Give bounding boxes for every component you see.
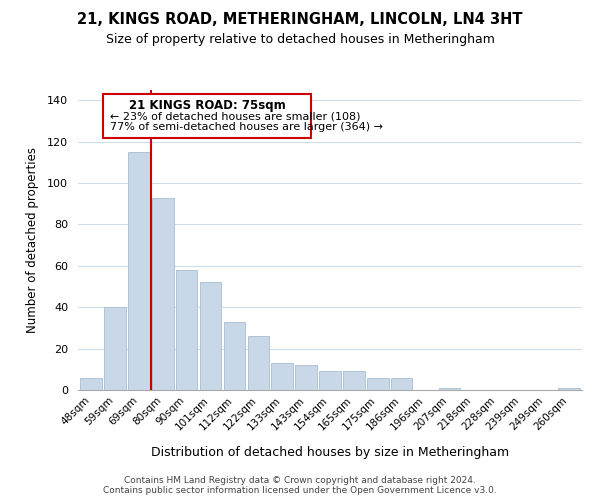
Bar <box>224 322 245 390</box>
Bar <box>128 152 149 390</box>
Bar <box>295 365 317 390</box>
Bar <box>80 378 102 390</box>
Bar <box>367 378 389 390</box>
Bar <box>558 388 580 390</box>
FancyBboxPatch shape <box>103 94 311 138</box>
Text: 21 KINGS ROAD: 75sqm: 21 KINGS ROAD: 75sqm <box>128 100 286 112</box>
Text: Size of property relative to detached houses in Metheringham: Size of property relative to detached ho… <box>106 32 494 46</box>
Text: ← 23% of detached houses are smaller (108): ← 23% of detached houses are smaller (10… <box>110 112 361 122</box>
Bar <box>104 307 126 390</box>
Text: Contains public sector information licensed under the Open Government Licence v3: Contains public sector information licen… <box>103 486 497 495</box>
Bar <box>319 372 341 390</box>
Bar <box>271 363 293 390</box>
Y-axis label: Number of detached properties: Number of detached properties <box>26 147 39 333</box>
Bar <box>176 270 197 390</box>
Bar <box>439 388 460 390</box>
Bar <box>391 378 412 390</box>
Bar <box>152 198 173 390</box>
X-axis label: Distribution of detached houses by size in Metheringham: Distribution of detached houses by size … <box>151 446 509 458</box>
Text: 77% of semi-detached houses are larger (364) →: 77% of semi-detached houses are larger (… <box>110 122 383 132</box>
Text: Contains HM Land Registry data © Crown copyright and database right 2024.: Contains HM Land Registry data © Crown c… <box>124 476 476 485</box>
Bar <box>200 282 221 390</box>
Bar <box>343 372 365 390</box>
Text: 21, KINGS ROAD, METHERINGHAM, LINCOLN, LN4 3HT: 21, KINGS ROAD, METHERINGHAM, LINCOLN, L… <box>77 12 523 28</box>
Bar <box>248 336 269 390</box>
